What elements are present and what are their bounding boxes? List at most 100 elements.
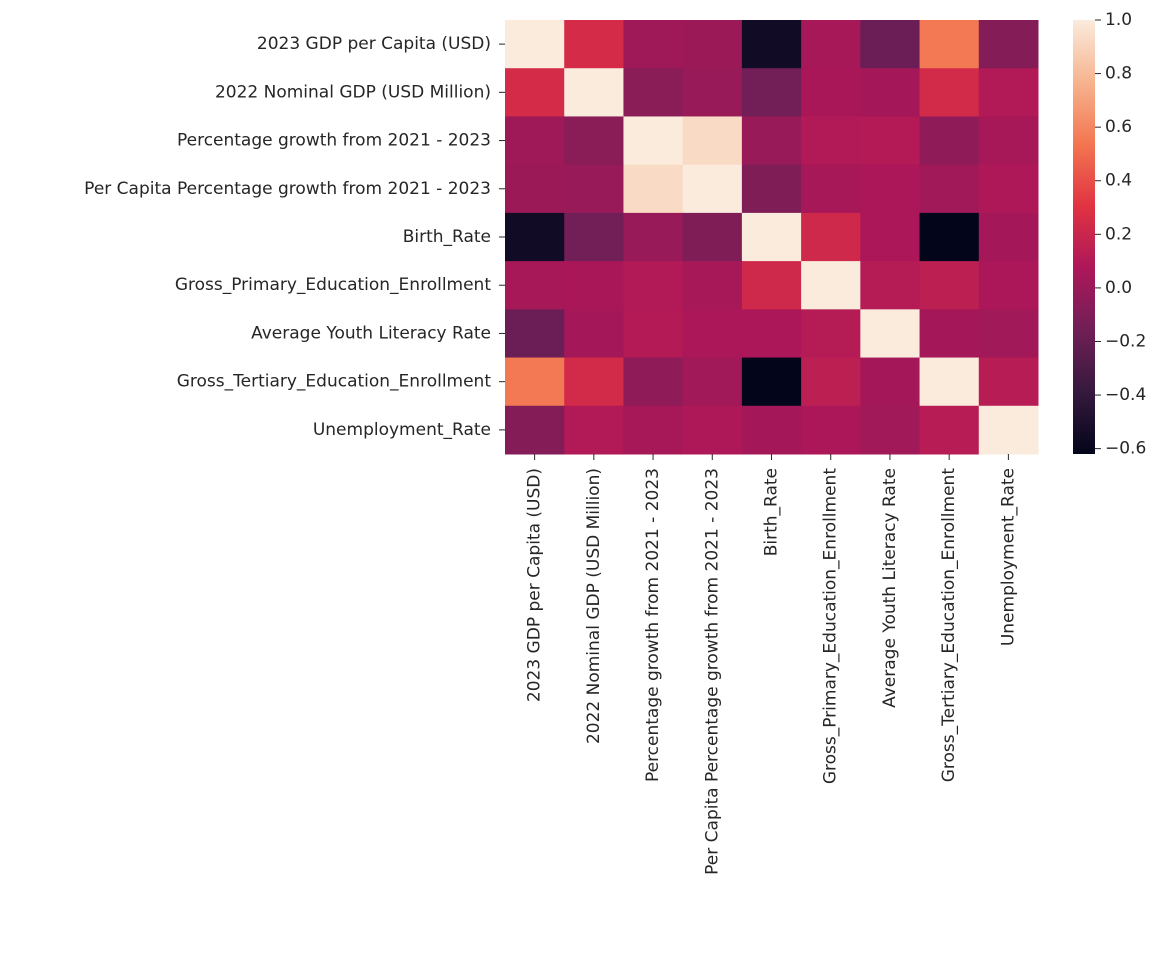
row-label: Unemployment_Rate (313, 420, 491, 440)
heatmap-cell (623, 261, 684, 310)
heatmap-cell (564, 212, 624, 262)
heatmap-cell (682, 357, 743, 407)
heatmap-cell (623, 116, 684, 166)
heatmap-cell (623, 68, 684, 117)
column-label: Percentage growth from 2021 - 2023 (643, 468, 663, 782)
heatmap-cell (505, 405, 565, 455)
heatmap-cell (741, 68, 802, 117)
heatmap-cell (978, 212, 1039, 262)
heatmap-cell (741, 261, 802, 310)
heatmap-cell (623, 309, 684, 359)
column-labels: 2023 GDP per Capita (USD) 2022 Nominal GD… (525, 454, 1018, 875)
heatmap-cell (801, 20, 861, 69)
column-label: Average Youth Literacy Rate (880, 468, 900, 708)
row-label: Gross_Primary_Education_Enrollment (175, 275, 492, 295)
heatmap-cell (623, 357, 684, 407)
heatmap-cell (564, 20, 624, 69)
colorbar-tick-label: 0.4 (1105, 171, 1132, 191)
heatmap-cell (564, 357, 624, 407)
colorbar (1073, 20, 1095, 454)
heatmap-cell (801, 116, 861, 166)
heatmap-cell (978, 357, 1039, 407)
colorbar-tick-label: −0.4 (1105, 385, 1146, 405)
heatmap-cell (741, 309, 802, 359)
heatmap-cell (682, 68, 743, 117)
heatmap-cell (741, 20, 802, 69)
column-label: Gross_Primary_Education_Enrollment (821, 468, 841, 785)
heatmap-cell (505, 261, 565, 310)
row-label: Birth_Rate (403, 227, 491, 247)
colorbar-tick-label: 0.2 (1105, 224, 1132, 244)
heatmap-cell (682, 405, 743, 455)
heatmap-cell (682, 164, 743, 214)
column-label: Per Capita Percentage growth from 2021 -… (702, 468, 722, 875)
column-label: Gross_Tertiary_Education_Enrollment (939, 468, 959, 783)
heatmap-cell (564, 164, 624, 214)
heatmap-cell (978, 261, 1039, 310)
heatmap-cell (978, 20, 1039, 69)
heatmap-cell (505, 116, 565, 166)
heatmap-cell (741, 164, 802, 214)
heatmap-cell (623, 405, 684, 455)
heatmap-cell (564, 309, 624, 359)
heatmap-cell (860, 357, 921, 407)
heatmap-cell (505, 212, 565, 262)
heatmap-cell (564, 405, 624, 455)
heatmap-cell (505, 309, 565, 359)
heatmap-cell (801, 357, 861, 407)
heatmap-cell (682, 212, 743, 262)
heatmap-cell (505, 20, 565, 69)
heatmap-cell (978, 164, 1039, 214)
heatmap-cell (919, 357, 980, 407)
heatmap-cell (623, 20, 684, 69)
heatmap-cell (801, 309, 861, 359)
colorbar-tick-label: −0.6 (1105, 439, 1146, 459)
heatmap-cell (741, 357, 802, 407)
row-labels: 2023 GDP per Capita (USD) 2022 Nominal GD… (84, 34, 505, 440)
heatmap-cell (978, 68, 1039, 117)
heatmap-cell (978, 405, 1039, 455)
colorbar-tick-label: −0.2 (1105, 331, 1146, 351)
heatmap-cell (860, 116, 921, 166)
heatmap-cell (860, 164, 921, 214)
heatmap-cell (860, 309, 921, 359)
heatmap-cell (741, 116, 802, 166)
row-label: 2022 Nominal GDP (USD Million) (215, 82, 491, 102)
heatmap-cells (505, 20, 1039, 455)
heatmap-cell (978, 309, 1039, 359)
heatmap-cell (682, 20, 743, 69)
colorbar-tick-label: 1.0 (1105, 10, 1132, 30)
heatmap-cell (860, 212, 921, 262)
heatmap-cell (682, 309, 743, 359)
heatmap-cell (682, 116, 743, 166)
column-label: Unemployment_Rate (998, 468, 1018, 646)
heatmap-cell (919, 68, 980, 117)
heatmap-cell (919, 164, 980, 214)
heatmap-cell (801, 212, 861, 262)
heatmap-cell (623, 212, 684, 262)
heatmap-cell (919, 20, 980, 69)
heatmap-cell (919, 212, 980, 262)
heatmap-cell (860, 68, 921, 117)
row-label: Average Youth Literacy Rate (251, 323, 491, 343)
colorbar-ticks: 1.0 0.8 0.6 0.4 0.2 0.0 −0.2 −0.4 −0.6 (1095, 10, 1146, 459)
row-label: Gross_Tertiary_Education_Enrollment (177, 372, 492, 392)
heatmap-cell (860, 261, 921, 310)
column-label: Birth_Rate (762, 468, 782, 556)
heatmap-cell (860, 405, 921, 455)
column-label: 2023 GDP per Capita (USD) (525, 468, 545, 702)
heatmap-cell (919, 261, 980, 310)
heatmap-cell (919, 405, 980, 455)
row-label: Per Capita Percentage growth from 2021 -… (84, 179, 491, 199)
heatmap-cell (801, 405, 861, 455)
colorbar-tick-label: 0.0 (1105, 278, 1132, 298)
heatmap-cell (564, 116, 624, 166)
heatmap-cell (564, 68, 624, 117)
row-label: Percentage growth from 2021 - 2023 (177, 131, 491, 151)
heatmap-cell (919, 309, 980, 359)
heatmap-cell (682, 261, 743, 310)
colorbar-tick-label: 0.8 (1105, 64, 1132, 84)
row-label: 2023 GDP per Capita (USD) (257, 34, 491, 54)
